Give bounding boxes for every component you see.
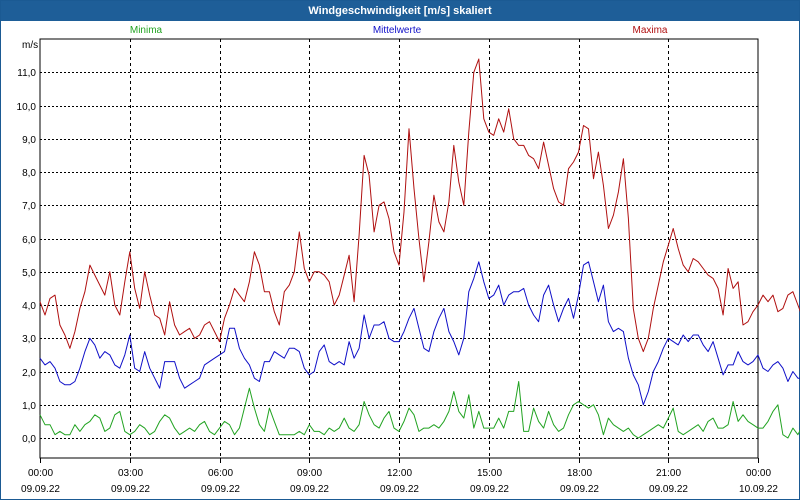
x-tick-time: 09:00: [297, 468, 322, 479]
legend-minima: Minima: [130, 25, 163, 36]
y-tick-label: 2,0: [22, 368, 36, 379]
x-tick-date: 09.09.22: [649, 484, 688, 495]
y-tick-label: 11,0: [17, 68, 36, 79]
y-axis-label: m/s: [22, 40, 38, 51]
x-tick-date: 09.09.22: [290, 484, 329, 495]
y-tick-label: 8,0: [22, 168, 36, 179]
x-tick-date: 09.09.22: [21, 484, 60, 495]
x-tick-time: 12:00: [387, 468, 412, 479]
y-tick-label: 6,0: [22, 235, 36, 246]
legend-mittelwerte: Mittelwerte: [373, 25, 422, 36]
x-tick-time: 18:00: [567, 468, 592, 479]
x-tick-date: 10.09.22: [739, 484, 778, 495]
x-tick-time: 15:00: [477, 468, 502, 479]
y-tick-label: 7,0: [22, 201, 36, 212]
window-title: Windgeschwindigkeit [m/s] skaliert: [1, 1, 799, 21]
y-tick-label: 4,0: [22, 301, 36, 312]
x-tick-time: 03:00: [118, 468, 143, 479]
x-tick-date: 09.09.22: [111, 484, 150, 495]
x-tick-time: 00:00: [746, 468, 771, 479]
series-maxima: [39, 58, 800, 353]
x-tick-date: 09.09.22: [470, 484, 509, 495]
x-tick-time: 21:00: [656, 468, 681, 479]
y-tick-label: 5,0: [22, 268, 36, 279]
y-tick-label: 3,0: [22, 334, 36, 345]
series-minima: [39, 381, 800, 439]
y-tick-label: 10,0: [17, 102, 37, 113]
y-tick-label: 9,0: [22, 135, 36, 146]
x-tick-time: 06:00: [208, 468, 233, 479]
x-tick-time: 00:00: [28, 468, 53, 479]
series-mittelwerte: [39, 261, 800, 406]
x-tick-date: 09.09.22: [201, 484, 240, 495]
x-tick-date: 09.09.22: [560, 484, 599, 495]
x-tick-date: 09.09.22: [380, 484, 419, 495]
y-tick-label: 1,0: [22, 401, 36, 412]
y-tick-label: 0,0: [22, 434, 36, 445]
legend-maxima: Maxima: [632, 25, 667, 36]
